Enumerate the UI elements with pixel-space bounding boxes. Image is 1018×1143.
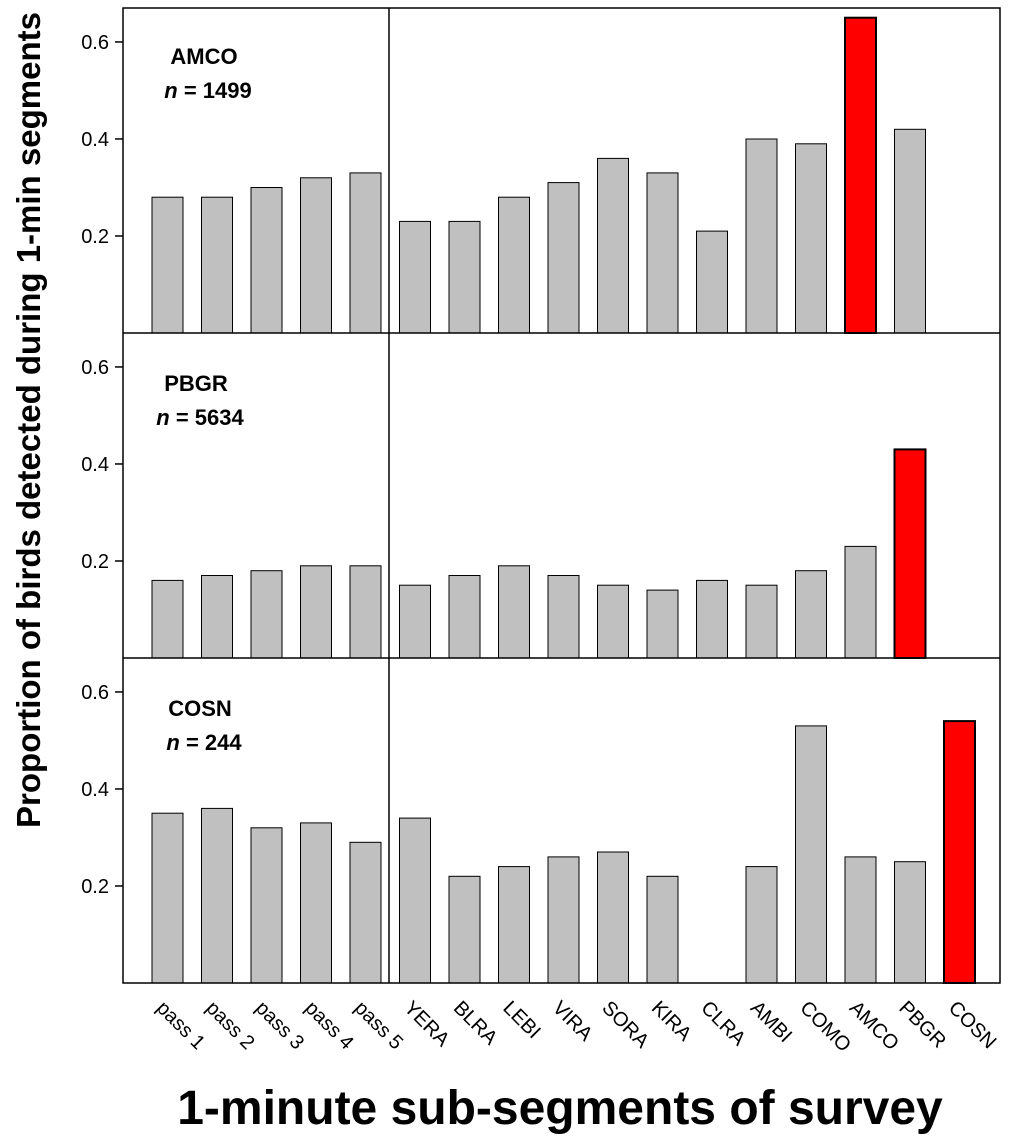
bar-cosn-como [795, 725, 827, 984]
bar-cosn-pass-4 [300, 822, 332, 984]
y-tick-label: 0.6 [81, 32, 109, 54]
y-tick-label: 0.4 [81, 454, 109, 476]
bar-amco-kira [646, 172, 679, 334]
bar-cosn-lebi [498, 866, 530, 984]
x-tick-label: pass 1 [152, 997, 209, 1054]
x-tick-label: AMCO [845, 997, 903, 1055]
n-value: = 244 [180, 730, 243, 755]
bar-amco-clra [696, 230, 728, 334]
x-tick-label: pass 3 [251, 997, 308, 1054]
bar-amco-blra [448, 220, 481, 334]
x-tick-label: PBGR [894, 997, 950, 1053]
x-tick-label: VIRA [548, 997, 597, 1046]
panel-amco: 0.2 0.4 0.6 AMCO n = 1499 [81, 16, 926, 334]
bar-pbgr-ambi [745, 584, 778, 659]
bar-cosn-cosn [943, 720, 976, 984]
x-tick-label: KIRA [647, 997, 696, 1046]
bar-amco-lebi [498, 196, 530, 334]
bar-cosn-kira [646, 875, 679, 984]
panel-cosn: 0.2 0.4 0.6 COSN n = 244 [81, 682, 976, 984]
panel-sample-size: n = 1499 [164, 78, 251, 103]
x-tick-label: pass 2 [201, 997, 258, 1054]
panel-title: AMCO [170, 44, 237, 69]
x-tick-label: COSN [944, 997, 1000, 1053]
y-tick-label: 0.2 [81, 876, 109, 898]
x-tick-label: SORA [597, 997, 653, 1053]
x-tick-label: AMBI [746, 997, 796, 1047]
bar-cosn-pbgr [894, 861, 926, 984]
bar-cosn-vira [547, 856, 580, 984]
n-symbol: n [164, 78, 177, 103]
n-value: = 1499 [178, 78, 252, 103]
bar-pbgr-kira [646, 589, 679, 659]
bar-cosn-pass-5 [349, 841, 382, 984]
bar-pbgr-blra [448, 575, 481, 659]
panel-pbgr: 0.2 0.4 0.6 PBGR n = 5634 [81, 357, 927, 659]
bar-pbgr-clra [696, 579, 728, 659]
y-tick-label: 0.4 [81, 779, 109, 801]
x-axis-label: 1-minute sub-segments of survey [177, 1082, 943, 1135]
bar-amco-como [795, 143, 827, 334]
y-tick-label: 0.6 [81, 682, 109, 704]
bar-cosn-yera [399, 817, 431, 984]
bar-pbgr-yera [399, 584, 431, 659]
y-tick-label: 0.2 [81, 226, 109, 248]
y-tick-label: 0.4 [81, 129, 109, 151]
panel-sample-size: n = 5634 [156, 405, 244, 430]
x-tick-label: BLRA [449, 997, 502, 1050]
n-symbol: n [166, 730, 179, 755]
plot-frame [122, 7, 1001, 984]
bar-cosn-pass-2 [201, 807, 233, 984]
x-tick-label: pass 5 [350, 997, 407, 1054]
bar-cosn-blra [448, 875, 481, 984]
panel-sample-size: n = 244 [166, 730, 242, 755]
panels-layer: 0.2 0.4 0.6 AMCO n = 1499 0.2 0.4 0.6 PBGR n = 56… [81, 16, 976, 984]
bar-amco-pass-1 [151, 196, 184, 334]
bar-amco-pass-3 [250, 187, 283, 334]
panel-title: PBGR [164, 371, 228, 396]
panel-title: COSN [168, 696, 232, 721]
bar-pbgr-pbgr [893, 448, 927, 659]
n-symbol: n [156, 405, 169, 430]
bar-amco-sora [597, 157, 629, 334]
bar-pbgr-como [795, 570, 827, 659]
bar-pbgr-amco [844, 545, 877, 659]
bar-amco-vira [547, 182, 580, 334]
bar-pbgr-pass-4 [300, 565, 332, 659]
y-tick-label: 0.2 [81, 551, 109, 573]
bar-cosn-ambi [745, 866, 778, 984]
labels-layer: Proportion of birds detected during 1-mi… [10, 12, 943, 1135]
bar-pbgr-pass-1 [151, 579, 184, 659]
bar-pbgr-pass-3 [250, 570, 283, 659]
bar-cosn-pass-3 [250, 827, 283, 984]
bar-pbgr-pass-2 [201, 575, 233, 659]
bar-amco-yera [399, 220, 431, 334]
bar-amco-pass-5 [349, 172, 382, 334]
bar-amco-pbgr [894, 128, 926, 334]
x-tick-label: CLRA [696, 997, 750, 1051]
x-tick-label: YERA [399, 997, 454, 1052]
bar-pbgr-sora [597, 584, 629, 659]
bar-cosn-sora [597, 851, 629, 984]
x-tick-label: pass 4 [300, 997, 357, 1054]
bar-cosn-pass-1 [151, 812, 184, 984]
bar-cosn-amco [844, 856, 877, 984]
x-tick-label: COMO [795, 997, 855, 1057]
bar-amco-pass-4 [300, 177, 332, 334]
n-value: = 5634 [170, 405, 245, 430]
y-axis-label: Proportion of birds detected during 1-mi… [10, 12, 47, 828]
bar-pbgr-vira [547, 575, 580, 659]
x-tick-label: LEBI [498, 997, 544, 1043]
bar-pbgr-pass-5 [349, 565, 382, 659]
y-tick-label: 0.6 [81, 357, 109, 379]
bar-amco-pass-2 [201, 196, 233, 334]
bar-pbgr-lebi [498, 565, 530, 659]
bar-amco-ambi [745, 138, 778, 334]
bar-amco-amco [844, 16, 877, 334]
